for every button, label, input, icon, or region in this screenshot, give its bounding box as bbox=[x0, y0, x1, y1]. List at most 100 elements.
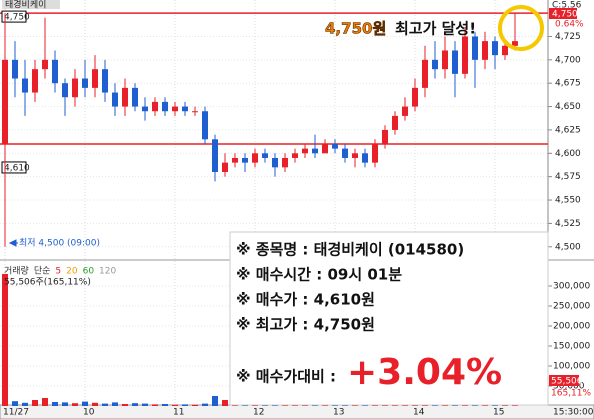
volume-bar bbox=[152, 404, 158, 406]
candle-body bbox=[12, 59, 18, 79]
candle-body bbox=[402, 106, 408, 116]
candle-body bbox=[422, 59, 428, 88]
info-compare-label: ※ 매수가대비 : bbox=[236, 368, 336, 386]
candle-body bbox=[132, 87, 138, 107]
volume-bar bbox=[182, 404, 188, 406]
volume-legend: 단순 bbox=[34, 266, 51, 277]
candle-body bbox=[2, 59, 8, 144]
y-tick-label: 4,625 bbox=[555, 125, 581, 135]
candle-body bbox=[202, 111, 208, 140]
candle-body bbox=[482, 41, 488, 60]
volume-bar bbox=[132, 403, 138, 406]
volume-tag-pct: 165,11% bbox=[551, 389, 591, 399]
y2-tick-label: 200,000 bbox=[553, 322, 590, 332]
candle-body bbox=[352, 153, 358, 158]
y-tick-label: 4,500 bbox=[555, 242, 581, 252]
highlight-circle bbox=[498, 5, 544, 51]
candle-body bbox=[282, 157, 288, 168]
candle-body bbox=[152, 101, 158, 112]
candle-body bbox=[182, 106, 188, 112]
volume-bar bbox=[62, 402, 68, 406]
candle-body bbox=[62, 83, 68, 98]
volume-legend: 120 bbox=[99, 267, 116, 277]
candle-body bbox=[92, 69, 98, 88]
candle-body bbox=[142, 106, 148, 112]
candle-body bbox=[302, 148, 308, 154]
volume-bar bbox=[32, 400, 38, 406]
candle-body bbox=[222, 162, 228, 172]
candle-body bbox=[472, 36, 478, 60]
candle-body bbox=[262, 153, 268, 158]
candle-body bbox=[232, 157, 238, 163]
x-tick-label: 14 bbox=[413, 408, 425, 418]
y-tick-label: 4,575 bbox=[555, 172, 581, 182]
x-tick-label: 11/27 bbox=[3, 408, 29, 418]
info-line: ※ 최고가 : 4,750원 bbox=[236, 316, 375, 334]
candle-body bbox=[362, 153, 368, 163]
volume-bar bbox=[82, 401, 88, 406]
y-tick-label: 4,525 bbox=[555, 219, 581, 229]
info-line: ※ 종목명 : 태경비케이 (014580) bbox=[236, 241, 464, 259]
info-box: ※ 종목명 : 태경비케이 (014580) ※ 매수시간 : 09시 01분 … bbox=[229, 231, 549, 406]
reference-label: 4,610 bbox=[4, 163, 30, 173]
y2-tick-label: 50,000 bbox=[553, 382, 585, 392]
volume-bar bbox=[172, 404, 178, 406]
candle-body bbox=[332, 143, 338, 149]
x-tick-label: 10 bbox=[83, 408, 95, 418]
price-tag-box bbox=[549, 8, 577, 19]
reference-label-box bbox=[1, 161, 27, 174]
candle-body bbox=[412, 87, 418, 107]
title-box bbox=[2, 0, 60, 9]
reference-label-box bbox=[1, 10, 27, 23]
candle-body bbox=[112, 92, 118, 107]
y-tick-label: 4,650 bbox=[555, 102, 581, 112]
candle-body bbox=[42, 59, 48, 70]
candle-body bbox=[162, 101, 168, 112]
volume-bar bbox=[142, 403, 148, 406]
candle-body bbox=[252, 153, 258, 163]
candle-body bbox=[52, 59, 58, 84]
volume-total: 55,506주(165,11%) bbox=[4, 277, 91, 288]
candle-body bbox=[502, 45, 508, 56]
candle-body bbox=[172, 106, 178, 112]
candle-body bbox=[102, 69, 108, 93]
callout-text: 최고가 달성! bbox=[395, 20, 476, 38]
candle-body bbox=[452, 50, 458, 74]
candle-body bbox=[272, 157, 278, 168]
candle-body bbox=[312, 148, 318, 154]
y2-tick-label: 150,000 bbox=[553, 342, 590, 352]
volume-bar bbox=[202, 403, 208, 406]
x-tick-label: 12 bbox=[253, 408, 264, 418]
volume-bar bbox=[42, 398, 48, 406]
y-tick-label: 4,550 bbox=[555, 196, 581, 206]
volume-bar bbox=[12, 401, 18, 406]
y-tick-label: 4,675 bbox=[555, 79, 581, 89]
candle-body bbox=[212, 139, 218, 172]
candle-body bbox=[292, 153, 298, 158]
volume-bar bbox=[2, 274, 8, 406]
volume-bar bbox=[112, 402, 118, 406]
volume-bar bbox=[212, 396, 218, 406]
candle-body bbox=[342, 148, 348, 158]
candle-body bbox=[242, 157, 248, 163]
volume-legend: 60 bbox=[83, 267, 95, 277]
candle-body bbox=[442, 50, 448, 70]
volume-bar bbox=[92, 402, 98, 406]
candle-body bbox=[32, 69, 38, 93]
chart-title: 태경비케이 bbox=[5, 0, 46, 11]
volume-bar bbox=[22, 402, 28, 406]
info-line: ※ 매수가 : 4,610원 bbox=[236, 291, 375, 309]
candle-body bbox=[192, 111, 198, 113]
info-compare-value: +3.04% bbox=[347, 352, 502, 393]
volume-bar bbox=[192, 404, 198, 406]
candle-body bbox=[372, 143, 378, 163]
volume-legend: 5 bbox=[55, 267, 61, 277]
candle-body bbox=[392, 115, 398, 130]
x-tick-label: 13 bbox=[333, 408, 344, 418]
low-note: 최저 4,500 (09:00) bbox=[19, 238, 100, 249]
volume-bar bbox=[122, 404, 128, 406]
candle-body bbox=[82, 78, 88, 88]
candle-body bbox=[462, 36, 468, 74]
